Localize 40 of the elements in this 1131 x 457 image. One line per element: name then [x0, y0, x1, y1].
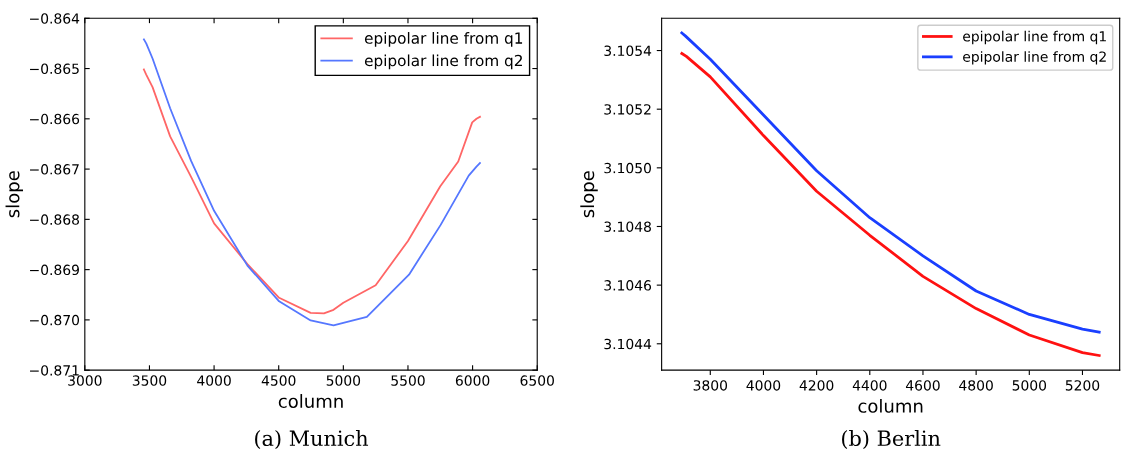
x-tick-label: 3800 [693, 380, 728, 391]
x-tick-label: 4800 [959, 380, 993, 391]
text: (a) Munich [255, 429, 369, 450]
y-tick-label: −0.867 [30, 164, 79, 175]
legend-label: epipolar line from q2 [963, 51, 1106, 65]
y-tick-label: 3.1054 [604, 45, 652, 57]
y-tick-label: 3.1044 [604, 338, 652, 350]
x-tick-label: 5200 [1065, 380, 1100, 391]
x-tick-label: 3000 [68, 375, 102, 386]
x-tick-label: 5000 [326, 375, 361, 386]
y-tick-label: −0.870 [30, 314, 80, 326]
y-tick-label: −0.864 [30, 13, 80, 24]
y-axis-title: slope [5, 171, 24, 218]
x-tick-label: 4200 [799, 380, 834, 391]
y-tick-label: 3.1046 [604, 280, 652, 291]
x-axis-title: column [858, 398, 923, 413]
x-tick-label: 5500 [391, 375, 425, 386]
text: (b) Berlin [842, 429, 941, 450]
y-tick-label: 3.1052 [604, 104, 651, 115]
y-tick-label: 3.1048 [604, 221, 651, 232]
x-tick-label: 4000 [746, 380, 781, 391]
legend-label: epipolar line from q2 [364, 54, 522, 70]
x-tick-label: 3500 [132, 375, 167, 386]
x-tick-label: 4000 [197, 375, 231, 386]
x-tick-label: 4500 [261, 375, 296, 386]
y-axis-title: slope [580, 171, 598, 218]
y-tick-label: −0.865 [30, 63, 79, 75]
x-tick-label: 6000 [455, 375, 490, 386]
x-tick-label: 6500 [520, 375, 554, 386]
y-tick-label: −0.868 [30, 214, 80, 225]
y-tick-label: −0.871 [30, 365, 79, 376]
x-tick-label: 4600 [905, 380, 940, 391]
x-tick-label: 5000 [1012, 380, 1047, 391]
x-axis-title: column [278, 394, 343, 408]
y-tick-label: −0.866 [30, 113, 80, 125]
legend-label: epipolar line from q1 [364, 32, 523, 47]
y-tick-label: −0.869 [30, 264, 79, 276]
legend-label: epipolar line from q1 [963, 30, 1106, 45]
x-tick-label: 4400 [852, 380, 887, 391]
y-tick-label: 3.1050 [604, 162, 651, 174]
